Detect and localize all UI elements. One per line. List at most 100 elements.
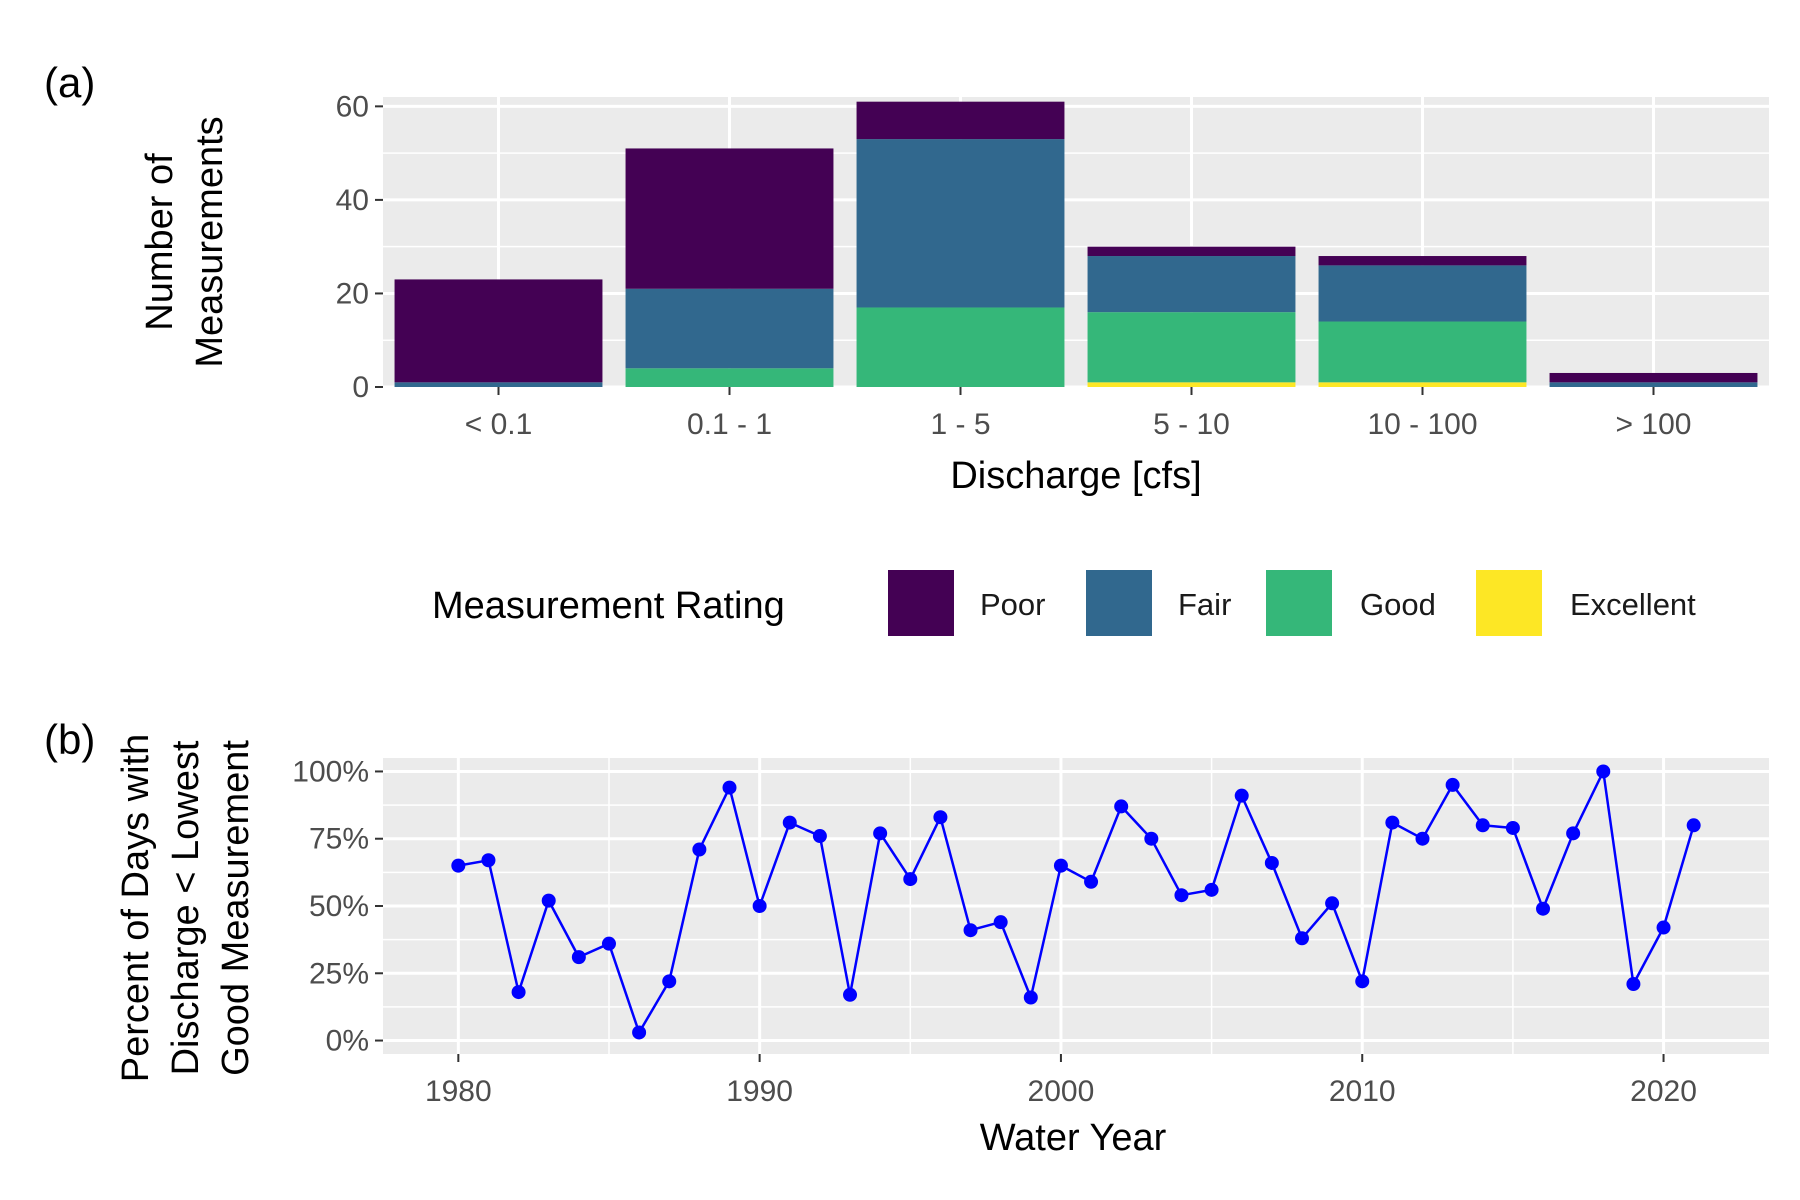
data-point-1987 <box>662 974 677 989</box>
bar-segment-poor <box>1087 246 1296 257</box>
data-point-2015 <box>1505 820 1520 835</box>
data-point-1985 <box>601 936 616 951</box>
data-point-2020 <box>1656 920 1671 935</box>
data-point-2004 <box>1174 888 1189 903</box>
data-point-1998 <box>993 915 1008 930</box>
bar-plot-bars <box>394 101 1758 387</box>
data-point-2006 <box>1234 788 1249 803</box>
data-point-2003 <box>1144 831 1159 846</box>
data-point-2019 <box>1626 977 1641 992</box>
x-tick-label: 2000 <box>1028 1075 1095 1108</box>
line-plot-y-axis-title: Percent of Days with Discharge < Lowest … <box>115 734 257 1082</box>
bar-plot-background <box>383 97 1769 387</box>
data-point-1999 <box>1023 990 1038 1005</box>
data-point-1986 <box>632 1025 647 1040</box>
x-tick-label: 1980 <box>425 1075 492 1108</box>
data-point-2010 <box>1355 974 1370 989</box>
data-point-1983 <box>541 893 556 908</box>
data-point-1989 <box>722 780 737 795</box>
bar-segment-poor <box>856 101 1065 140</box>
bar-segment-poor <box>1549 372 1758 383</box>
bar-plot-x-axis-title: Discharge [cfs] <box>950 455 1201 497</box>
bar-plot-y-axis-title-line-1: Number of <box>139 153 181 331</box>
bar-plot-y-ticks: 0 20 40 60 <box>336 90 383 404</box>
data-point-2009 <box>1325 896 1340 911</box>
data-point-1995 <box>903 872 918 887</box>
data-point-2017 <box>1566 826 1581 841</box>
y-tick-label: 75% <box>309 823 369 856</box>
data-point-2005 <box>1204 882 1219 897</box>
data-point-2018 <box>1596 764 1611 779</box>
data-point-2011 <box>1385 815 1400 830</box>
bar-segment-good <box>1318 321 1527 383</box>
y-tick-label: 40 <box>336 184 369 217</box>
data-point-2000 <box>1053 858 1068 873</box>
y-tick-label: 100% <box>292 755 369 788</box>
data-point-1992 <box>812 829 827 844</box>
bar-segment-excellent <box>1087 382 1296 387</box>
x-tick-label: 1990 <box>726 1075 793 1108</box>
data-point-2001 <box>1084 874 1099 889</box>
bar-segment-fair <box>1318 265 1527 322</box>
y-tick-label: 60 <box>336 90 369 123</box>
y-tick-label: 25% <box>309 957 369 990</box>
bar-segment-fair <box>856 139 1065 308</box>
legend-key-poor <box>888 570 954 636</box>
bar-segment-fair <box>394 382 603 387</box>
data-point-2016 <box>1536 901 1551 916</box>
bar-chart-panel: 0 20 40 60 < 0.1 0.1 - 1 1 - 5 5 - 10 10 - 100 >… <box>44 59 1769 497</box>
bar-segment-good <box>625 368 834 387</box>
x-tick-label: 0.1 - 1 <box>687 408 772 441</box>
bar-segment-fair <box>625 288 834 369</box>
x-tick-label: 2010 <box>1329 1075 1396 1108</box>
bar-segment-good <box>1087 312 1296 383</box>
x-tick-label: 1 - 5 <box>930 408 990 441</box>
legend-key-fair <box>1086 570 1152 636</box>
data-point-1991 <box>782 815 797 830</box>
x-tick-label: < 0.1 <box>465 408 533 441</box>
panel-b-tag: (b) <box>44 716 95 763</box>
panel-a-tag: (a) <box>44 59 95 106</box>
line-plot-x-axis-title: Water Year <box>980 1117 1167 1159</box>
y-tick-label: 20 <box>336 277 369 310</box>
bar-plot-y-axis-title: Number of Measurements <box>139 116 231 367</box>
data-point-2013 <box>1445 777 1460 792</box>
legend-label-excellent: Excellent <box>1570 587 1696 622</box>
data-point-2007 <box>1264 855 1279 870</box>
bar-segment-fair <box>1087 256 1296 313</box>
data-point-2012 <box>1415 831 1430 846</box>
data-point-1993 <box>843 987 858 1002</box>
bar-plot-x-ticks: < 0.1 0.1 - 1 1 - 5 5 - 10 10 - 100 > 100 <box>465 387 1692 441</box>
legend-label-fair: Fair <box>1178 587 1231 622</box>
bar-segment-poor <box>625 148 834 289</box>
line-plot-y-axis-title-line-3: Good Measurement <box>215 740 257 1076</box>
x-tick-label: 2020 <box>1630 1075 1697 1108</box>
data-point-1982 <box>511 985 526 1000</box>
data-point-2014 <box>1475 818 1490 833</box>
x-tick-label: > 100 <box>1616 408 1692 441</box>
y-tick-label: 0% <box>326 1025 369 1058</box>
line-plot-y-ticks: 0% 25% 50% 75% 100% <box>292 755 383 1058</box>
bar-plot-y-axis-title-line-2: Measurements <box>189 116 231 367</box>
line-chart-panel: 0% 25% 50% 75% 100% 1980 1990 2000 2010 2020 (b)… <box>44 716 1769 1159</box>
legend-key-good <box>1266 570 1332 636</box>
line-plot-x-ticks: 1980 1990 2000 2010 2020 <box>425 1054 1697 1108</box>
line-plot-series <box>451 764 1701 1040</box>
data-point-1981 <box>481 853 496 868</box>
data-point-1980 <box>451 858 466 873</box>
bar-segment-good <box>856 307 1065 387</box>
x-tick-label: 10 - 100 <box>1367 408 1477 441</box>
measurement-rating-legend: Measurement Rating Poor Fair Good Excellent <box>432 570 1696 636</box>
data-point-1996 <box>933 810 948 825</box>
data-point-1997 <box>963 923 978 938</box>
legend-items: Poor Fair Good Excellent <box>888 570 1696 636</box>
legend-label-good: Good <box>1360 587 1436 622</box>
bar-segment-poor <box>394 279 603 383</box>
y-tick-label: 0 <box>352 371 369 404</box>
data-point-2002 <box>1114 799 1129 814</box>
x-tick-label: 5 - 10 <box>1153 408 1230 441</box>
data-point-1994 <box>873 826 888 841</box>
bar-segment-poor <box>1318 256 1527 266</box>
y-tick-label: 50% <box>309 890 369 923</box>
